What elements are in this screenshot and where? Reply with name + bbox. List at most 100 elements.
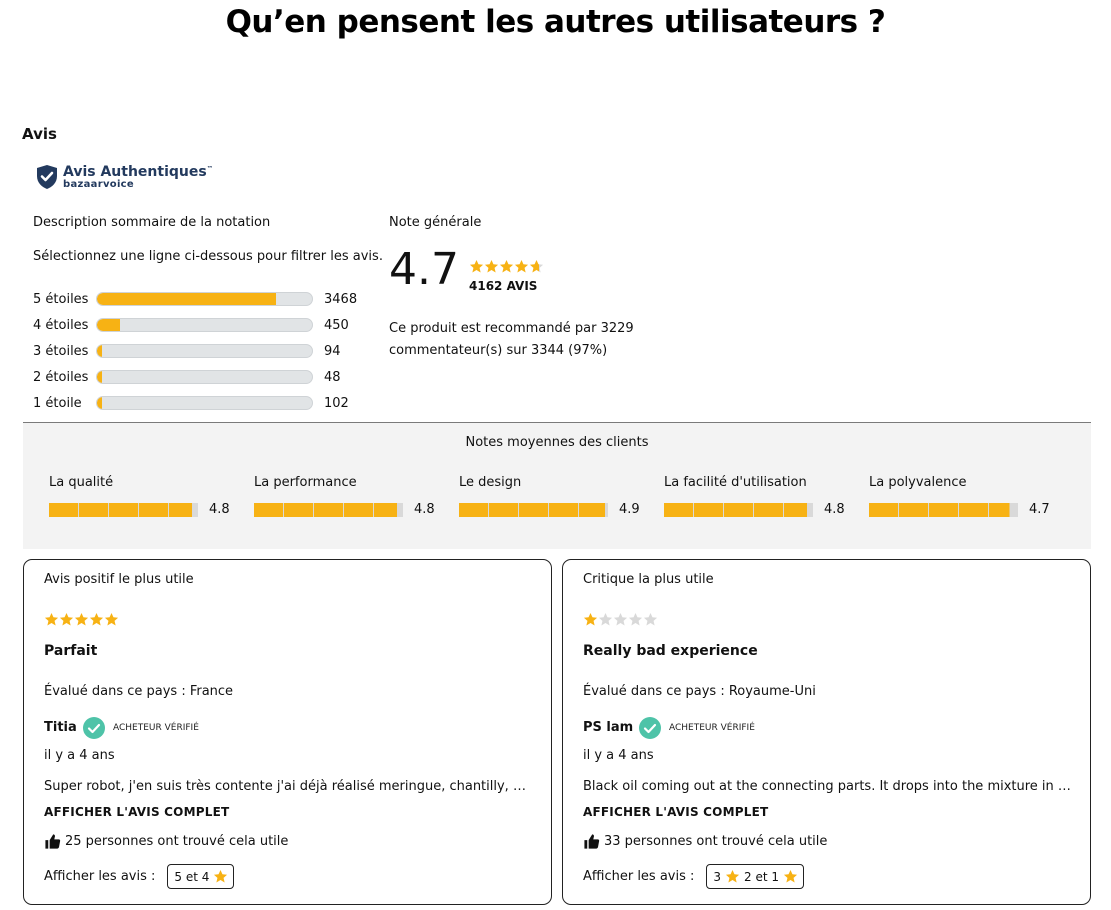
avg-value: 4.7 — [1029, 502, 1050, 517]
hist-count: 3468 — [324, 291, 358, 307]
brand-trademark: ™ — [206, 164, 213, 172]
filter-button-label-a: 3 — [713, 869, 722, 884]
show-full-review-link[interactable]: AFFICHER L'AVIS COMPLET — [583, 805, 769, 819]
star-icon — [725, 869, 740, 884]
hist-row-4[interactable]: 4 étoiles 450 — [33, 312, 373, 338]
hist-count: 94 — [324, 343, 341, 359]
star-icon — [783, 869, 798, 883]
review-country: Évalué dans ce pays : Royaume-Uni — [583, 684, 816, 699]
avg-item-versatility: La polyvalence 4.7 — [869, 475, 1059, 517]
thumbs-up-icon — [584, 834, 600, 849]
hist-row-3[interactable]: 3 étoiles 94 — [33, 338, 373, 364]
hist-count: 102 — [324, 395, 349, 411]
overall-count: 4162 AVIS — [469, 279, 538, 293]
star-icon — [783, 869, 798, 884]
review-country: Évalué dans ce pays : France — [44, 684, 234, 699]
overall-score: 4.7 — [389, 244, 459, 295]
verified-text: ACHETEUR VÉRIFIÉ — [669, 723, 755, 733]
hist-row-5[interactable]: 5 étoiles 3468 — [33, 286, 373, 312]
avg-label: La polyvalence — [869, 475, 967, 490]
rating-segment — [899, 502, 928, 517]
star-icon — [583, 612, 598, 626]
filter-label: Afficher les avis : — [44, 869, 156, 884]
avg-title: Notes moyennes des clients — [465, 435, 649, 450]
star-icon — [484, 259, 499, 273]
avg-seg-bar — [459, 502, 608, 517]
rating-segment — [284, 502, 313, 517]
hist-row-1[interactable]: 1 étoile 102 — [33, 390, 373, 416]
helpful-text: 33 personnes ont trouvé cela utile — [604, 834, 828, 849]
verified-badge: ACHETEUR VÉRIFIÉ — [83, 717, 199, 739]
filter-button-label: 5 et 4 — [174, 869, 210, 884]
helpful-count: 25 personnes ont trouvé cela utile — [44, 833, 288, 850]
star-icon — [499, 259, 514, 273]
rating-segment — [489, 502, 518, 517]
avg-seg-bar — [869, 502, 1018, 517]
hist-fill — [97, 345, 103, 357]
review-stars — [44, 609, 119, 628]
rating-segment — [579, 502, 608, 517]
avg-item-performance: La performance 4.8 — [254, 475, 444, 517]
hist-fill — [97, 293, 277, 305]
filter-button-label-b: 2 et 1 — [744, 869, 780, 884]
rating-segment — [314, 502, 343, 517]
hist-label: 3 étoiles — [33, 343, 89, 359]
brand-logo: Avis Authentiques™ bazaarvoice — [35, 164, 213, 190]
rating-segment — [694, 502, 723, 517]
rating-segment — [139, 502, 168, 517]
critical-review-card: Critique la plus utile Really bad experi… — [562, 559, 1091, 905]
review-time: il y a 4 ans — [44, 748, 115, 763]
filter-3-2-1-button[interactable]: 3 2 et 1 — [706, 864, 805, 889]
hist-track — [96, 370, 313, 384]
hist-row-2[interactable]: 2 étoiles 48 — [33, 364, 373, 390]
star-icon — [89, 612, 104, 626]
overall-stars — [469, 256, 544, 275]
review-title: Parfait — [44, 643, 98, 659]
star-icon — [44, 612, 59, 626]
verified-text: ACHETEUR VÉRIFIÉ — [113, 723, 199, 733]
hist-fill — [97, 371, 103, 383]
rating-segment — [869, 502, 898, 517]
star-icon — [643, 612, 658, 626]
hist-fill — [97, 319, 121, 331]
star-icon — [469, 259, 484, 273]
hist-track — [96, 318, 313, 332]
rating-segment — [519, 502, 548, 517]
rating-segment — [49, 502, 78, 517]
rating-segment — [169, 502, 198, 517]
review-stars — [583, 609, 658, 628]
page-title: Qu’en pensent les autres utilisateurs ? — [225, 4, 886, 40]
filter-5-and-4-button[interactable]: 5 et 4 — [167, 864, 235, 889]
average-ratings-panel: Notes moyennes des clients La qualité 4.… — [23, 422, 1091, 549]
card-heading: Critique la plus utile — [583, 572, 714, 587]
review-excerpt: Super robot, j'en suis très contente j'a… — [44, 779, 534, 794]
star-icon — [59, 612, 74, 626]
hist-track — [96, 292, 313, 306]
positive-review-card: Avis positif le plus utile Parfait Évalu… — [23, 559, 552, 905]
hist-label: 5 étoiles — [33, 291, 89, 307]
rating-histogram: 5 étoiles 3468 4 étoiles 450 3 étoiles 9… — [33, 286, 373, 416]
rating-segment — [459, 502, 488, 517]
avg-seg-bar — [254, 502, 403, 517]
review-author: Titia — [44, 720, 77, 735]
check-circle-icon — [83, 717, 105, 739]
thumbs-up-icon — [45, 834, 61, 849]
hist-track — [96, 396, 313, 410]
rating-segment — [784, 502, 813, 517]
avg-seg-bar — [49, 502, 198, 517]
shield-check-icon — [37, 165, 57, 189]
star-icon — [598, 612, 613, 626]
rating-segment — [344, 502, 373, 517]
avg-label: La facilité d'utilisation — [664, 475, 807, 490]
card-heading: Avis positif le plus utile — [44, 572, 194, 587]
review-author: PS lam — [583, 720, 634, 735]
show-full-review-link[interactable]: AFFICHER L'AVIS COMPLET — [44, 805, 230, 819]
review-excerpt: Black oil coming out at the connecting p… — [583, 779, 1073, 794]
avg-label: La qualité — [49, 475, 114, 490]
avg-value: 4.9 — [619, 502, 640, 517]
star-icon — [529, 259, 544, 273]
hist-fill — [97, 397, 103, 409]
rating-segment — [989, 502, 1018, 517]
star-icon — [514, 259, 529, 273]
star-icon — [613, 612, 628, 626]
